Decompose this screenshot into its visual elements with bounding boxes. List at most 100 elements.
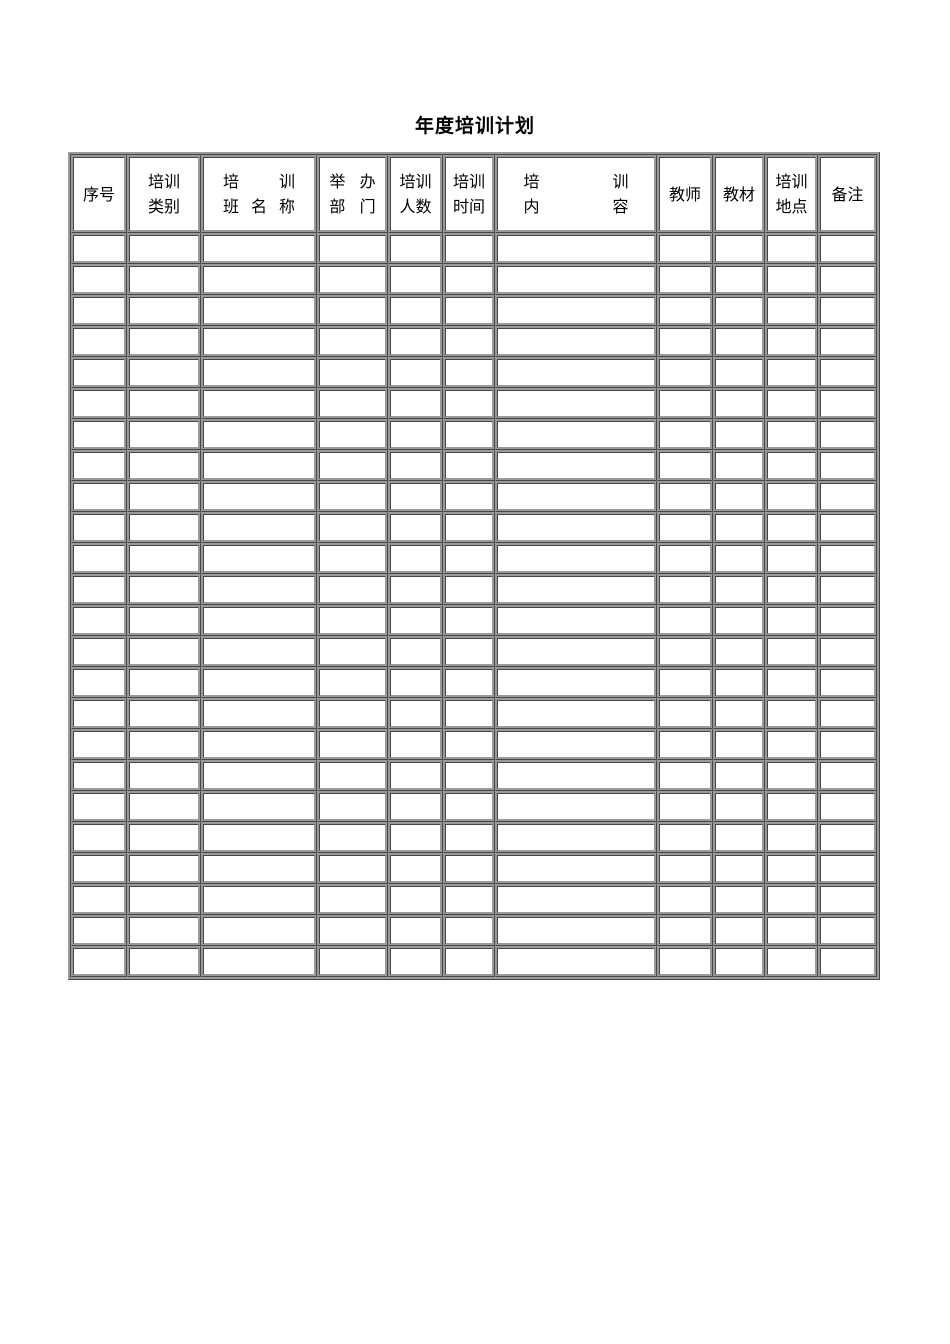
table-cell-headcount[interactable] xyxy=(388,450,443,481)
table-cell-remarks[interactable] xyxy=(818,388,877,419)
table-cell-content[interactable] xyxy=(495,295,657,326)
table-cell-class_name[interactable] xyxy=(201,853,317,884)
table-cell-textbook[interactable] xyxy=(713,233,765,264)
table-cell-location[interactable] xyxy=(765,605,818,636)
table-cell-headcount[interactable] xyxy=(388,760,443,791)
table-cell-textbook[interactable] xyxy=(713,605,765,636)
table-cell-department[interactable] xyxy=(317,419,388,450)
table-cell-textbook[interactable] xyxy=(713,357,765,388)
table-cell-department[interactable] xyxy=(317,667,388,698)
table-cell-content[interactable] xyxy=(495,946,657,977)
table-cell-teacher[interactable] xyxy=(657,419,713,450)
table-cell-content[interactable] xyxy=(495,543,657,574)
table-cell-time[interactable] xyxy=(443,667,495,698)
table-cell-time[interactable] xyxy=(443,760,495,791)
table-cell-headcount[interactable] xyxy=(388,667,443,698)
table-cell-teacher[interactable] xyxy=(657,574,713,605)
table-cell-seq[interactable] xyxy=(71,884,127,915)
table-cell-class_name[interactable] xyxy=(201,264,317,295)
table-cell-location[interactable] xyxy=(765,388,818,419)
table-cell-remarks[interactable] xyxy=(818,295,877,326)
table-cell-time[interactable] xyxy=(443,636,495,667)
table-cell-headcount[interactable] xyxy=(388,264,443,295)
table-cell-teacher[interactable] xyxy=(657,357,713,388)
table-cell-class_name[interactable] xyxy=(201,543,317,574)
table-cell-headcount[interactable] xyxy=(388,605,443,636)
table-cell-teacher[interactable] xyxy=(657,884,713,915)
table-cell-class_name[interactable] xyxy=(201,450,317,481)
table-cell-textbook[interactable] xyxy=(713,791,765,822)
table-cell-remarks[interactable] xyxy=(818,698,877,729)
table-cell-department[interactable] xyxy=(317,233,388,264)
table-cell-time[interactable] xyxy=(443,543,495,574)
table-cell-teacher[interactable] xyxy=(657,295,713,326)
table-cell-teacher[interactable] xyxy=(657,822,713,853)
table-cell-department[interactable] xyxy=(317,450,388,481)
table-cell-remarks[interactable] xyxy=(818,264,877,295)
table-cell-class_name[interactable] xyxy=(201,326,317,357)
table-cell-remarks[interactable] xyxy=(818,512,877,543)
table-cell-headcount[interactable] xyxy=(388,574,443,605)
table-cell-category[interactable] xyxy=(127,605,201,636)
table-cell-location[interactable] xyxy=(765,233,818,264)
table-cell-department[interactable] xyxy=(317,760,388,791)
table-cell-location[interactable] xyxy=(765,760,818,791)
table-cell-location[interactable] xyxy=(765,357,818,388)
table-cell-teacher[interactable] xyxy=(657,636,713,667)
table-cell-department[interactable] xyxy=(317,791,388,822)
table-cell-class_name[interactable] xyxy=(201,605,317,636)
table-cell-time[interactable] xyxy=(443,295,495,326)
table-cell-teacher[interactable] xyxy=(657,760,713,791)
table-cell-department[interactable] xyxy=(317,884,388,915)
table-cell-content[interactable] xyxy=(495,357,657,388)
table-cell-category[interactable] xyxy=(127,946,201,977)
table-cell-class_name[interactable] xyxy=(201,946,317,977)
table-cell-department[interactable] xyxy=(317,853,388,884)
table-cell-seq[interactable] xyxy=(71,543,127,574)
table-cell-content[interactable] xyxy=(495,574,657,605)
table-cell-textbook[interactable] xyxy=(713,481,765,512)
table-cell-department[interactable] xyxy=(317,636,388,667)
table-cell-remarks[interactable] xyxy=(818,667,877,698)
table-cell-location[interactable] xyxy=(765,264,818,295)
table-cell-location[interactable] xyxy=(765,667,818,698)
table-cell-remarks[interactable] xyxy=(818,326,877,357)
table-cell-content[interactable] xyxy=(495,233,657,264)
table-cell-location[interactable] xyxy=(765,853,818,884)
table-cell-headcount[interactable] xyxy=(388,481,443,512)
table-cell-location[interactable] xyxy=(765,884,818,915)
table-cell-textbook[interactable] xyxy=(713,946,765,977)
table-cell-teacher[interactable] xyxy=(657,512,713,543)
table-cell-seq[interactable] xyxy=(71,636,127,667)
table-cell-category[interactable] xyxy=(127,450,201,481)
table-cell-remarks[interactable] xyxy=(818,636,877,667)
table-cell-remarks[interactable] xyxy=(818,884,877,915)
table-cell-seq[interactable] xyxy=(71,388,127,419)
table-cell-class_name[interactable] xyxy=(201,388,317,419)
table-cell-textbook[interactable] xyxy=(713,264,765,295)
table-cell-content[interactable] xyxy=(495,791,657,822)
table-cell-teacher[interactable] xyxy=(657,326,713,357)
table-cell-teacher[interactable] xyxy=(657,388,713,419)
table-cell-time[interactable] xyxy=(443,233,495,264)
table-cell-headcount[interactable] xyxy=(388,543,443,574)
table-cell-class_name[interactable] xyxy=(201,884,317,915)
table-cell-textbook[interactable] xyxy=(713,574,765,605)
table-cell-category[interactable] xyxy=(127,326,201,357)
table-cell-remarks[interactable] xyxy=(818,543,877,574)
table-cell-textbook[interactable] xyxy=(713,729,765,760)
table-cell-seq[interactable] xyxy=(71,419,127,450)
table-cell-department[interactable] xyxy=(317,698,388,729)
table-cell-seq[interactable] xyxy=(71,946,127,977)
table-cell-department[interactable] xyxy=(317,264,388,295)
table-cell-headcount[interactable] xyxy=(388,853,443,884)
table-cell-headcount[interactable] xyxy=(388,295,443,326)
table-cell-textbook[interactable] xyxy=(713,543,765,574)
table-cell-teacher[interactable] xyxy=(657,729,713,760)
table-cell-class_name[interactable] xyxy=(201,636,317,667)
table-cell-location[interactable] xyxy=(765,543,818,574)
table-cell-teacher[interactable] xyxy=(657,543,713,574)
table-cell-category[interactable] xyxy=(127,512,201,543)
table-cell-content[interactable] xyxy=(495,636,657,667)
table-cell-remarks[interactable] xyxy=(818,605,877,636)
